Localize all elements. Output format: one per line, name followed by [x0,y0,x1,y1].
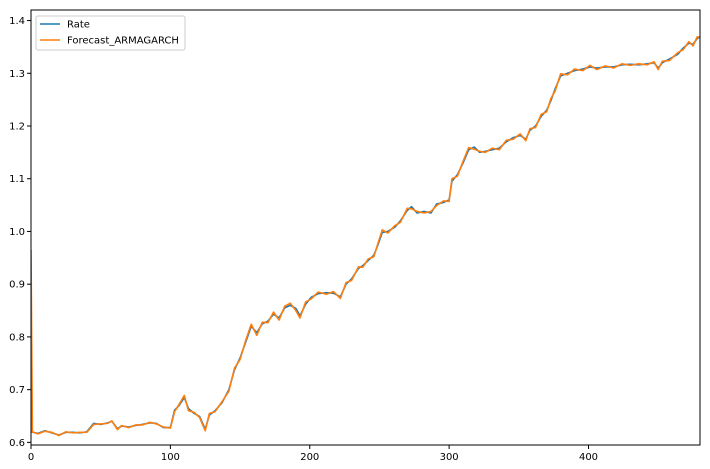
plot-area [31,35,700,437]
legend-label-forecast: Forecast_ARMAGARCH [67,36,179,47]
legend-label-rate: Rate [67,20,90,31]
x-tick-label: 0 [28,452,34,463]
y-tick-label: 1.4 [9,16,25,27]
y-tick-label: 1.1 [9,174,25,185]
legend: Rate Forecast_ARMAGARCH [35,15,186,51]
y-axis: 0.6 0.7 0.8 0.9 1.0 1.1 1.2 1.3 1.4 [9,16,31,449]
legend-box [35,15,186,51]
x-axis: 0 100 200 300 400 [28,445,598,463]
plot-frame [30,9,701,446]
series-line-rate [31,35,700,436]
x-tick-label: 300 [440,452,459,463]
y-tick-label: 1.2 [9,122,25,133]
x-tick-label: 200 [300,452,319,463]
x-tick-label: 100 [161,452,180,463]
x-tick-label: 400 [579,452,598,463]
y-tick-label: 0.6 [9,438,25,449]
y-tick-label: 1.3 [9,69,25,80]
series-line-forecast-armagarch [31,36,700,437]
y-tick-label: 0.7 [9,385,25,396]
y-tick-label: 0.8 [9,332,25,343]
y-tick-label: 1.0 [9,227,25,238]
y-tick-label: 0.9 [9,280,25,291]
